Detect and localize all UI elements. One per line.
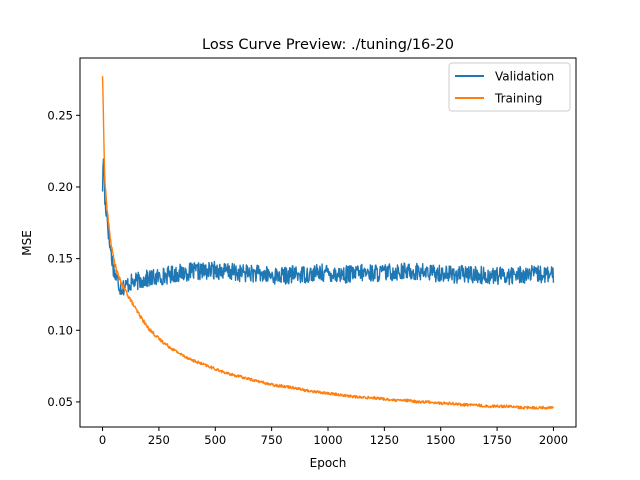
chart-title: Loss Curve Preview: ./tuning/16-20 bbox=[202, 37, 454, 53]
series-line-validation bbox=[101, 158, 555, 296]
y-tick-label: 0.15 bbox=[47, 252, 73, 266]
legend: Validation Training bbox=[448, 62, 571, 112]
x-axis-label: Epoch bbox=[310, 456, 347, 470]
x-tick-label: 2000 bbox=[539, 433, 568, 447]
x-tick-label: 0 bbox=[99, 433, 106, 447]
x-tick-label: 1750 bbox=[482, 433, 511, 447]
x-tick-label: 1250 bbox=[370, 433, 399, 447]
x-tick-label: 250 bbox=[148, 433, 170, 447]
y-tick-label: 0.05 bbox=[47, 395, 73, 409]
x-axis: 0 250 500 750 1000 1250 1500 1750 2000 bbox=[99, 427, 568, 447]
legend-label-validation: Validation bbox=[495, 70, 554, 84]
y-tick-label: 0.10 bbox=[47, 323, 73, 337]
axes-frame bbox=[79, 57, 577, 428]
x-tick-label: 750 bbox=[261, 433, 283, 447]
x-tick-label: 500 bbox=[204, 433, 226, 447]
x-tick-label: 1000 bbox=[313, 433, 342, 447]
y-tick-label: 0.25 bbox=[47, 108, 73, 122]
series-layer bbox=[101, 76, 555, 410]
series-line-training bbox=[101, 76, 555, 410]
y-axis-label: MSE bbox=[20, 230, 34, 256]
legend-label-training: Training bbox=[494, 92, 542, 106]
x-tick-label: 1500 bbox=[426, 433, 455, 447]
y-axis: 0.05 0.10 0.15 0.20 0.25 bbox=[47, 108, 80, 409]
y-tick-label: 0.20 bbox=[47, 180, 73, 194]
plot-area bbox=[79, 57, 577, 428]
